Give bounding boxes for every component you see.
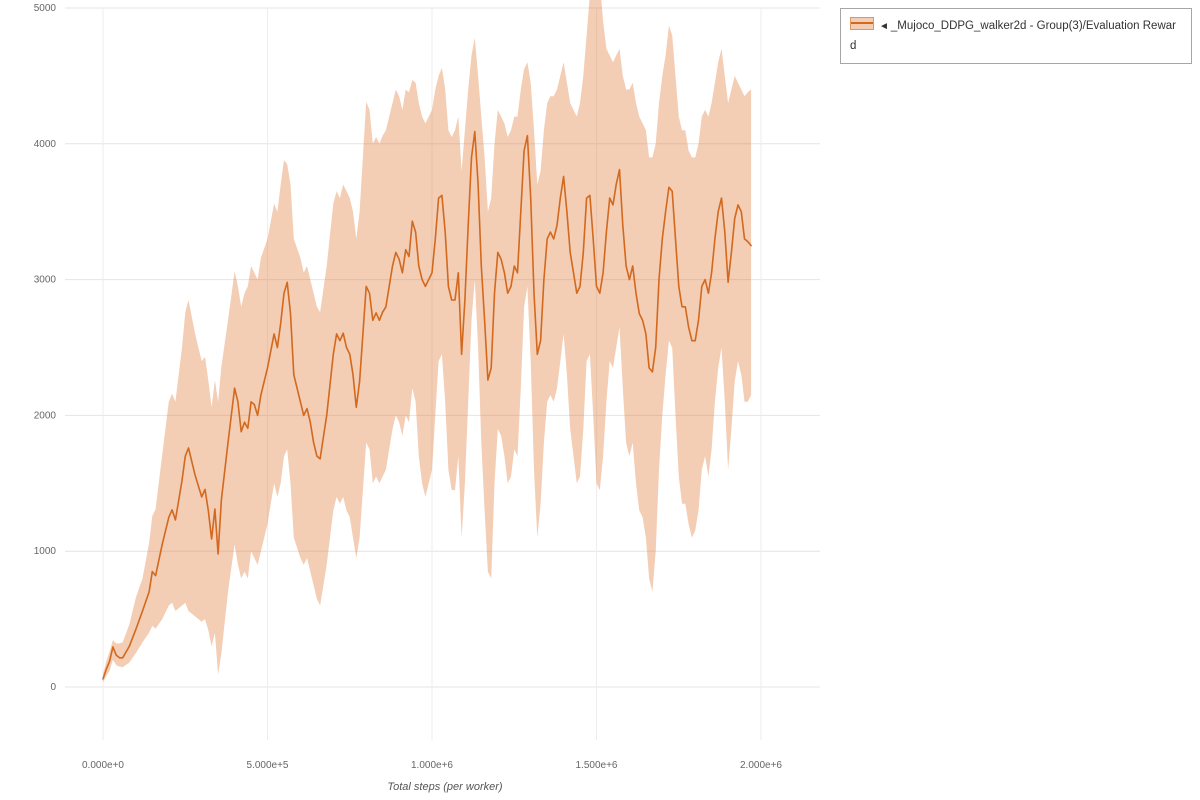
y-tick-label: 2000 xyxy=(34,410,57,421)
y-tick-label: 0 xyxy=(50,682,56,693)
series-line-icon xyxy=(851,22,873,24)
x-tick-label: 5.000e+5 xyxy=(247,760,289,771)
y-tick-label: 5000 xyxy=(34,3,57,14)
y-tick-label: 4000 xyxy=(34,139,57,150)
y-tick-label: 1000 xyxy=(34,546,57,557)
x-tick-label: 2.000e+6 xyxy=(740,760,782,771)
y-tick-label: 3000 xyxy=(34,275,57,286)
x-tick-label: 1.500e+6 xyxy=(576,760,618,771)
x-axis-title: Total steps (per worker) xyxy=(387,781,503,793)
legend-collapse-icon[interactable]: ◄ xyxy=(879,21,889,32)
x-tick-label: 0.000e+0 xyxy=(82,760,124,771)
series-swatch-icon[interactable] xyxy=(850,17,874,30)
legend-box: ◄ _Mujoco_DDPG_walker2d - Group(3)/Evalua… xyxy=(840,8,1192,65)
legend-series-label[interactable]: _Mujoco_DDPG_walker2d - Group(3)/Evaluat… xyxy=(850,20,1176,53)
confidence-band xyxy=(103,0,752,683)
x-tick-label: 1.000e+6 xyxy=(411,760,453,771)
mean-reward-line xyxy=(102,130,752,680)
